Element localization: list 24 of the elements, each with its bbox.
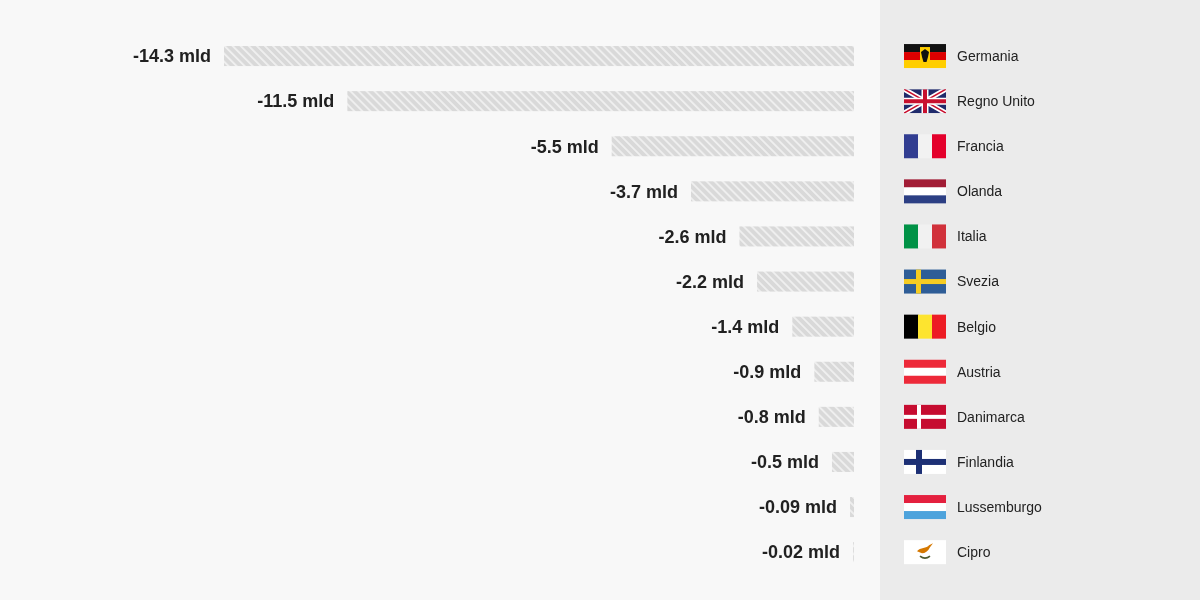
y-tick-label: Danimarca (957, 408, 1025, 425)
data-label: -3.7 mld (609, 181, 678, 202)
y-tick-label: Svezia (957, 273, 1000, 290)
data-label: -11.5 mld (257, 91, 335, 112)
y-tick-label: Germania (957, 47, 1019, 64)
y-tick-label: Francia (957, 138, 1004, 155)
data-label: -0.9 mld (733, 362, 802, 383)
y-tick-label: Finlandia (957, 453, 1015, 470)
y-tick-label: Lussemburgo (957, 498, 1043, 515)
data-label: -0.8 mld (737, 407, 806, 428)
data-label: -1.4 mld (711, 316, 780, 337)
data-label: -0.5 mld (750, 452, 819, 473)
y-tick-label: Belgio (957, 318, 997, 335)
data-label: -2.2 mld (676, 271, 745, 292)
y-tick-label: Regno Unito (957, 93, 1036, 110)
y-tick-label: Italia (957, 228, 987, 245)
y-tick-label: Austria (957, 363, 1001, 380)
y-tick-label: Olanda (957, 183, 1003, 200)
data-label: -0.09 mld (759, 497, 838, 518)
data-label: -14.3 mld (132, 46, 211, 67)
data-label: -2.6 mld (658, 226, 727, 247)
y-tick-label: Cipro (957, 544, 991, 561)
data-label: -5.5 mld (530, 136, 599, 157)
data-label: -0.02 mld (762, 542, 841, 563)
